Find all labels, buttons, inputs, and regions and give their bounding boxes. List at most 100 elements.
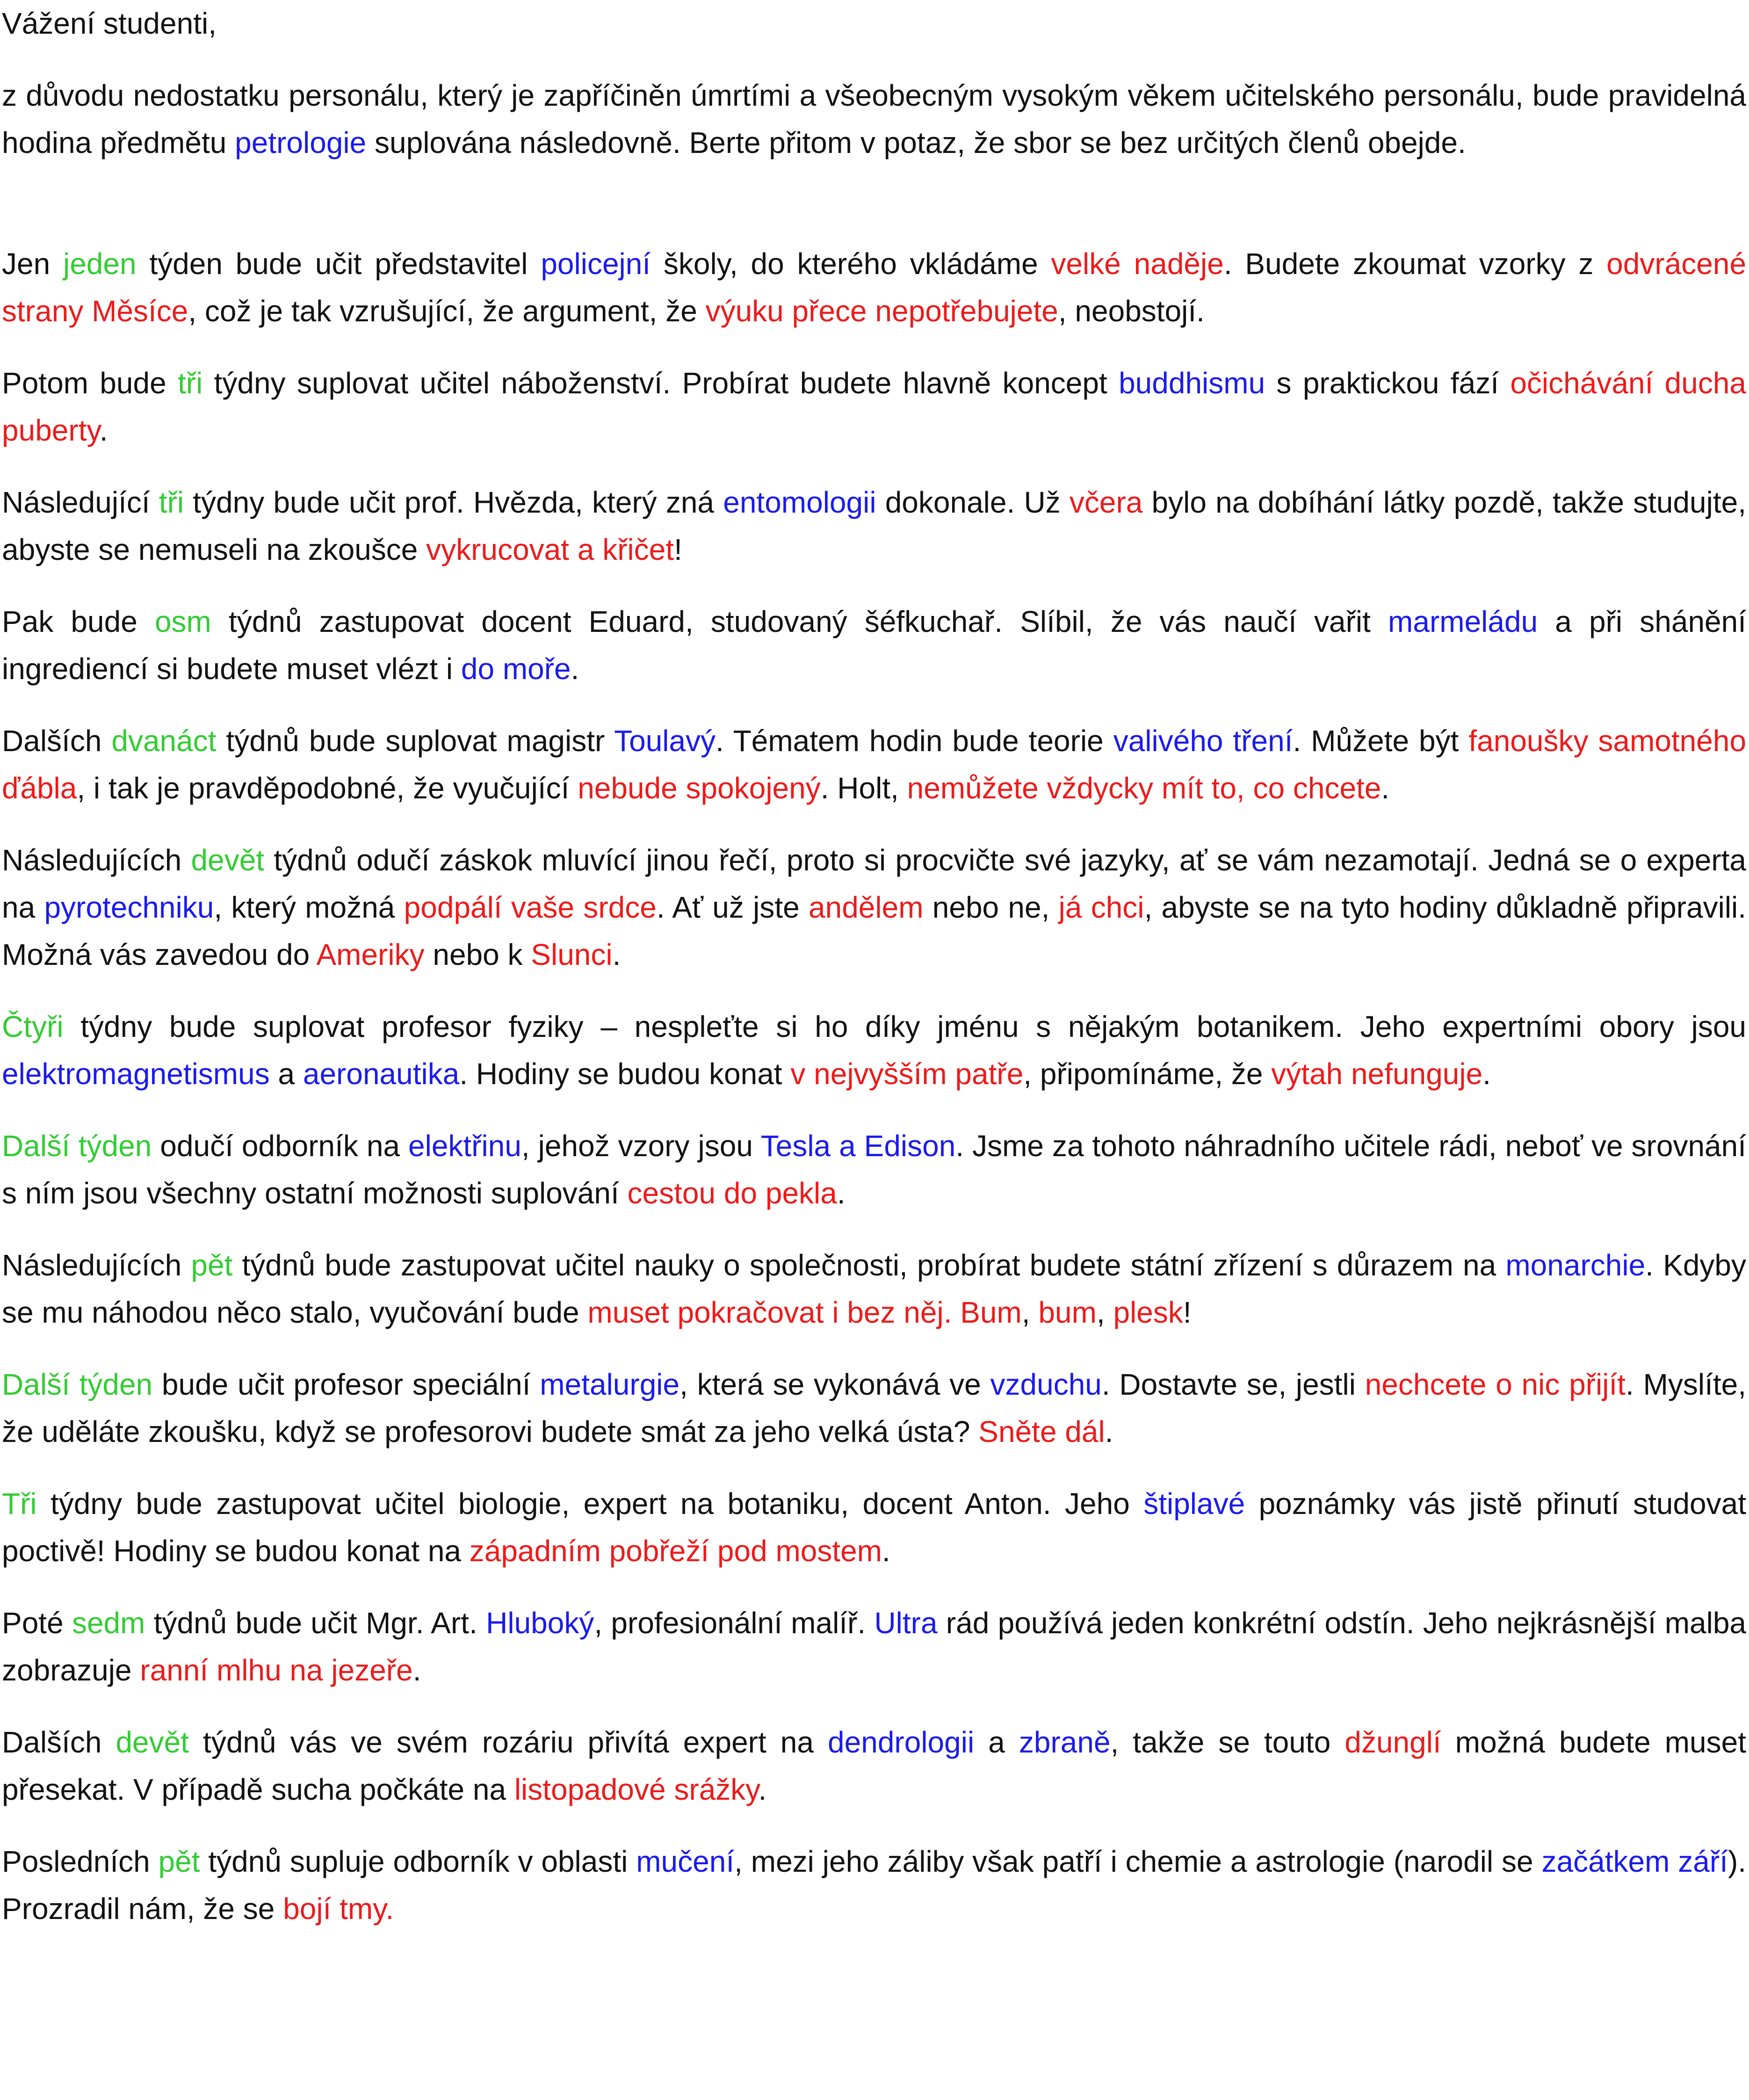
- paragraph: Následujících pět týdnů bude zastupovat …: [2, 1242, 1746, 1336]
- text: , což je tak vzrušující, že argument, že: [188, 294, 706, 328]
- text: školy, do kterého vkládáme: [650, 247, 1051, 281]
- highlighted-text: začátkem září: [1541, 1845, 1728, 1878]
- text: .: [882, 1534, 890, 1568]
- text: .: [758, 1773, 767, 1806]
- text: , který možná: [214, 891, 404, 924]
- highlighted-text: Ameriky: [316, 938, 425, 971]
- highlighted-text: marmeládu: [1388, 605, 1538, 638]
- highlighted-text: dendrologii: [828, 1725, 975, 1759]
- text: . Můžete být: [1293, 724, 1469, 758]
- text: Následující: [2, 485, 159, 519]
- highlighted-text: petrologie: [235, 126, 367, 159]
- highlighted-text: pět: [191, 1248, 233, 1282]
- highlighted-text: pyrotechniku: [44, 891, 214, 924]
- highlighted-text: vykrucovat a křičet: [426, 533, 674, 566]
- text: .: [412, 1653, 421, 1687]
- highlighted-text: entomologii: [723, 485, 876, 519]
- text: nebo ne,: [923, 891, 1059, 924]
- highlighted-text: nechcete o nic přijít: [1365, 1368, 1626, 1401]
- highlighted-text: očichávání ducha puberty: [2, 366, 1746, 447]
- text: . Budete zkoumat vzorky z: [1223, 247, 1607, 281]
- text: z důvodu nedostatku personálu, který je …: [2, 79, 1746, 159]
- highlighted-text: osm: [154, 605, 211, 638]
- highlighted-text: buddhismu: [1119, 366, 1265, 400]
- text: dokonale. Už: [876, 485, 1070, 519]
- highlighted-text: pět: [158, 1845, 200, 1878]
- highlighted-text: bum: [1038, 1296, 1097, 1329]
- text: Potom bude: [2, 366, 178, 400]
- text: bylo na dobíhání látky pozdě, takže stud…: [2, 485, 1747, 566]
- text: , profesionální malíř.: [594, 1606, 874, 1640]
- text: týdnů bude zastupovat učitel nauky o spo…: [232, 1248, 1506, 1282]
- highlighted-text: Toulavý: [614, 724, 716, 758]
- highlighted-text: vzduchu: [990, 1368, 1102, 1401]
- text: .: [612, 938, 621, 971]
- paragraph: Tři týdny bude zastupovat učitel biologi…: [2, 1480, 1746, 1575]
- text: !: [674, 533, 682, 566]
- highlighted-text: západním pobřeží pod mostem: [469, 1534, 882, 1568]
- text: .: [837, 1176, 846, 1210]
- highlighted-text: Sněte dál: [978, 1415, 1105, 1448]
- highlighted-text: já chci: [1058, 891, 1144, 924]
- highlighted-text: elektřinu: [408, 1129, 521, 1163]
- highlighted-text: tři: [159, 485, 184, 519]
- text: , abyste se na tyto hodiny důkladně přip…: [2, 891, 1747, 971]
- text: , jehož vzory jsou: [521, 1129, 761, 1163]
- highlighted-text: džunglí: [1344, 1725, 1441, 1759]
- text: odučí odborník na: [152, 1129, 409, 1163]
- highlighted-text: bojí tmy.: [283, 1892, 394, 1926]
- highlighted-text: velké naděje: [1051, 247, 1224, 281]
- paragraph: Dalších dvanáct týdnů bude suplovat magi…: [2, 717, 1746, 812]
- text: týdnů zastupovat docent Eduard, studovan…: [211, 605, 1388, 638]
- text: týdnů bude učit Mgr. Art.: [145, 1606, 486, 1640]
- highlighted-text: dvanáct: [111, 724, 217, 758]
- highlighted-text: plesk: [1113, 1296, 1183, 1329]
- text: Dalších: [2, 724, 112, 758]
- text: Dalších: [2, 1725, 116, 1759]
- text: . Kdyby se mu náhodou něco stalo, vyučov…: [2, 1248, 1747, 1329]
- text: týden bude učit představitel: [136, 247, 541, 281]
- highlighted-text: v nejvyšším patře: [790, 1057, 1024, 1091]
- highlighted-text: devět: [116, 1725, 189, 1759]
- highlighted-text: elektromagnetismus: [2, 1057, 270, 1091]
- text: suplována následovně. Berte přitom v pot…: [366, 126, 1466, 159]
- highlighted-text: Další týden: [2, 1129, 152, 1163]
- highlighted-text: Další týden: [2, 1368, 153, 1401]
- text: Pak bude: [2, 605, 155, 638]
- highlighted-text: Hluboký: [486, 1606, 594, 1640]
- text: Následujících: [2, 843, 191, 877]
- text: .: [99, 413, 108, 447]
- highlighted-text: policejní: [541, 247, 651, 281]
- text: , mezi jeho záliby však patří i chemie a…: [734, 1845, 1542, 1878]
- highlighted-text: ranní mlhu na jezeře: [140, 1653, 413, 1687]
- paragraph: z důvodu nedostatku personálu, který je …: [2, 72, 1746, 167]
- text: a: [269, 1057, 303, 1091]
- text: , připomínáme, že: [1023, 1057, 1272, 1091]
- highlighted-text: devět: [191, 843, 265, 877]
- text: nebo k: [424, 938, 531, 971]
- text: možná budete muset přesekat. V případě s…: [2, 1725, 1747, 1806]
- text: .: [1381, 771, 1390, 805]
- text: týdny suplovat učitel náboženství. Probí…: [202, 366, 1119, 400]
- highlighted-text: muset pokračovat i bez něj. Bum: [587, 1296, 1022, 1329]
- text: .: [571, 652, 579, 686]
- highlighted-text: nebude spokojený: [578, 771, 821, 805]
- text: týdny bude učit prof. Hvězda, který zná: [184, 485, 723, 519]
- text: Vážení studenti,: [2, 7, 217, 40]
- text: Jen: [2, 247, 63, 281]
- highlighted-text: andělem: [809, 891, 924, 924]
- text: . Tématem hodin bude teorie: [716, 724, 1113, 758]
- highlighted-text: výuku přece nepotřebujete: [705, 294, 1058, 328]
- highlighted-text: podpálí vaše srdce: [404, 891, 657, 924]
- text: . Dostavte se, jestli: [1101, 1368, 1365, 1401]
- paragraph: Poté sedm týdnů bude učit Mgr. Art. Hlub…: [2, 1600, 1746, 1694]
- text: s praktickou fází: [1265, 366, 1510, 400]
- document: Vážení studenti, z důvodu nedostatku pers…: [2, 7, 1747, 1933]
- text: ,: [1096, 1296, 1113, 1329]
- text: . Ať už jste: [656, 891, 809, 924]
- text: .: [1482, 1057, 1491, 1091]
- text: ). Prozradil nám, že se: [2, 1845, 1747, 1926]
- highlighted-text: včera: [1069, 485, 1143, 519]
- paragraph: Posledních pět týdnů supluje odborník v …: [2, 1838, 1746, 1933]
- text: týdny bude suplovat profesor fyziky – ne…: [63, 1010, 1746, 1043]
